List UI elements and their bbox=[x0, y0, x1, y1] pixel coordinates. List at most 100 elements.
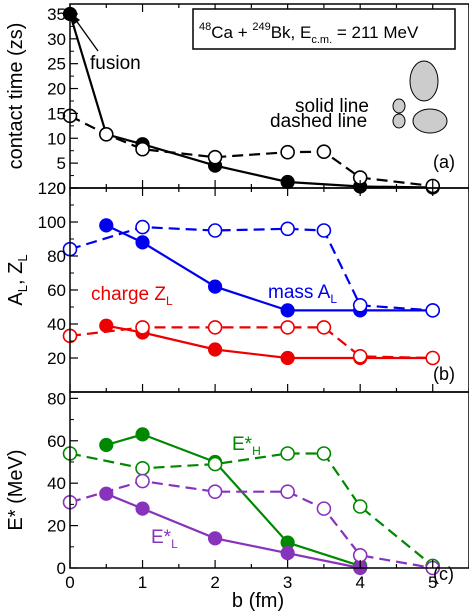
x-tick-label: 2 bbox=[210, 573, 219, 592]
series-b-charge-solid-point bbox=[280, 350, 295, 366]
y-title-b-sub2: L bbox=[15, 254, 30, 261]
x-tick-label: 0 bbox=[65, 573, 74, 592]
series-a-dashed-point bbox=[207, 149, 223, 165]
panel-a-letter: (a) bbox=[433, 152, 455, 172]
series-c-H-dashed-point bbox=[352, 499, 368, 514]
series-b-charge-dashed-point bbox=[316, 320, 332, 335]
y-axis-title-a: contact time (zs) bbox=[5, 23, 27, 170]
series-b-mass-dashed-point bbox=[207, 223, 223, 238]
series-a-dashed-point bbox=[316, 144, 332, 159]
series-c-L-dashed-point bbox=[316, 501, 332, 516]
series-b-mass-dashed-point bbox=[425, 303, 441, 318]
panel-c-annotations: E*H E*L (c) bbox=[151, 434, 454, 584]
series-c-L-dashed-point bbox=[280, 484, 295, 499]
series-b-charge-dashed-point bbox=[280, 320, 295, 335]
series-a-dashed-line bbox=[69, 114, 433, 188]
panel-a-ytick-label: 15 bbox=[47, 104, 66, 123]
fusion-annotation: fusion bbox=[90, 53, 141, 74]
series-c-H-dashed-line bbox=[69, 452, 434, 567]
reaction-ca-text: Ca + bbox=[211, 23, 252, 42]
series-c-H-dashed-point bbox=[135, 461, 150, 476]
panel-b-ytick-label: 100 bbox=[38, 213, 66, 232]
panel-c-ytick-label: 20 bbox=[47, 517, 66, 536]
y-axis-title-c: E* (MeV) bbox=[5, 449, 27, 530]
ex-light-label: E*L bbox=[151, 527, 178, 551]
series-b-charge-dashed-point bbox=[352, 348, 368, 364]
legend-dashed-label: dashed line bbox=[270, 111, 367, 132]
series-b-charge-solid-point bbox=[207, 342, 223, 357]
series-c-L-dashed-point bbox=[207, 484, 223, 499]
panel-a-ytick-label: 5 bbox=[57, 154, 66, 173]
panel-a-ytick-label: 20 bbox=[47, 80, 66, 99]
fusion-arrow-head bbox=[72, 14, 80, 25]
reaction-ecm-sub: c.m. bbox=[311, 34, 332, 46]
legend-solid-small-circle bbox=[392, 98, 406, 114]
ex-heavy-sub: H bbox=[252, 444, 261, 458]
series-c-H-solid-point bbox=[135, 427, 150, 442]
series-b-mass-dashed-point bbox=[316, 223, 332, 238]
series-a-dashed-point bbox=[280, 144, 295, 160]
panel-c-letter: (c) bbox=[433, 564, 454, 584]
charge-label: charge ZL bbox=[91, 284, 173, 308]
ex-heavy-label: E*H bbox=[232, 434, 261, 458]
panel-b-letter: (b) bbox=[433, 364, 455, 384]
reaction-bk-mass: 249 bbox=[252, 21, 270, 33]
panel-b-ytick-label: 40 bbox=[47, 315, 66, 334]
panel-b-ytick-label: 120 bbox=[38, 179, 66, 198]
series-b-mass-solid-point bbox=[207, 279, 223, 294]
panel-c-ytick-label: 60 bbox=[47, 432, 66, 451]
series-b-charge-solid-line bbox=[106, 324, 433, 360]
series-b-mass-solid-point bbox=[280, 303, 295, 318]
series-c-H-dashed-point bbox=[316, 446, 332, 461]
fusion-arrow-shaft bbox=[74, 18, 99, 52]
reaction-label-box bbox=[192, 8, 456, 50]
panel-c-ytick-label: 80 bbox=[47, 389, 66, 408]
legend-dashed-small-circle bbox=[392, 113, 406, 129]
panel-b-ytick-label: 80 bbox=[47, 247, 66, 266]
panel-c-ytick-label: 0 bbox=[57, 559, 66, 578]
y-title-b-main: A bbox=[5, 292, 27, 306]
x-tick-label: 5 bbox=[428, 573, 437, 592]
series-b-mass-solid-point bbox=[135, 235, 150, 250]
series-c-H-dashed-point bbox=[207, 456, 223, 472]
series-c-L-dashed-line bbox=[69, 479, 433, 570]
series-a-dashed-point bbox=[135, 141, 150, 157]
panel-a-ytick-label: 30 bbox=[47, 30, 66, 49]
series-c-L-solid-point bbox=[280, 546, 295, 561]
legend-dashed-ellipse bbox=[412, 108, 448, 134]
mass-label-main: mass A bbox=[268, 282, 331, 303]
series-b-mass-dashed-point bbox=[280, 221, 295, 237]
charge-label-main: charge Z bbox=[91, 284, 166, 305]
reaction-energy: = 211 MeV bbox=[332, 23, 419, 42]
x-tick-label: 1 bbox=[138, 573, 147, 592]
series-c-L-dashed-point bbox=[352, 547, 368, 563]
charge-label-sub: L bbox=[166, 294, 173, 308]
reaction-label: 48Ca + 249Bk, Ec.m. = 211 MeV bbox=[199, 21, 419, 46]
reaction-ca-mass: 48 bbox=[199, 21, 211, 33]
ex-light-sub: L bbox=[171, 537, 178, 551]
series-c-H-dashed-point bbox=[280, 446, 295, 461]
ex-heavy-main: E* bbox=[232, 434, 253, 455]
series-c-L-dashed-point bbox=[135, 473, 150, 489]
panel-b-ytick-label: 20 bbox=[47, 349, 66, 368]
series-c-L-solid-point bbox=[207, 531, 223, 546]
mass-label-sub: L bbox=[330, 292, 337, 306]
panel-a-annotations: 48Ca + 249Bk, Ec.m. = 211 MeV solid line… bbox=[72, 8, 456, 172]
reaction-bk-text: Bk, E bbox=[271, 23, 312, 42]
panel-c-ytick-label: 40 bbox=[47, 474, 66, 493]
x-axis-title: b (fm) bbox=[232, 590, 284, 612]
y-title-b-mid: , Z bbox=[5, 262, 27, 285]
panel-a-ytick-label: 25 bbox=[47, 55, 66, 74]
series-b-charge-dashed-point bbox=[425, 350, 441, 366]
x-tick-label: 3 bbox=[283, 573, 292, 592]
panel-c-frame bbox=[69, 391, 469, 569]
panel-b-ytick-label: 60 bbox=[47, 281, 66, 300]
series-b-charge-dashed-point bbox=[135, 320, 150, 335]
panel-a-ytick-label: 10 bbox=[47, 129, 66, 148]
x-tick-label: 4 bbox=[355, 573, 364, 592]
panel-a-ytick-label: 0 bbox=[57, 179, 66, 198]
ex-light-main: E* bbox=[151, 527, 172, 548]
y-axis-title-b: AL, ZL bbox=[5, 254, 30, 305]
series-b-mass-solid-point bbox=[99, 218, 114, 233]
